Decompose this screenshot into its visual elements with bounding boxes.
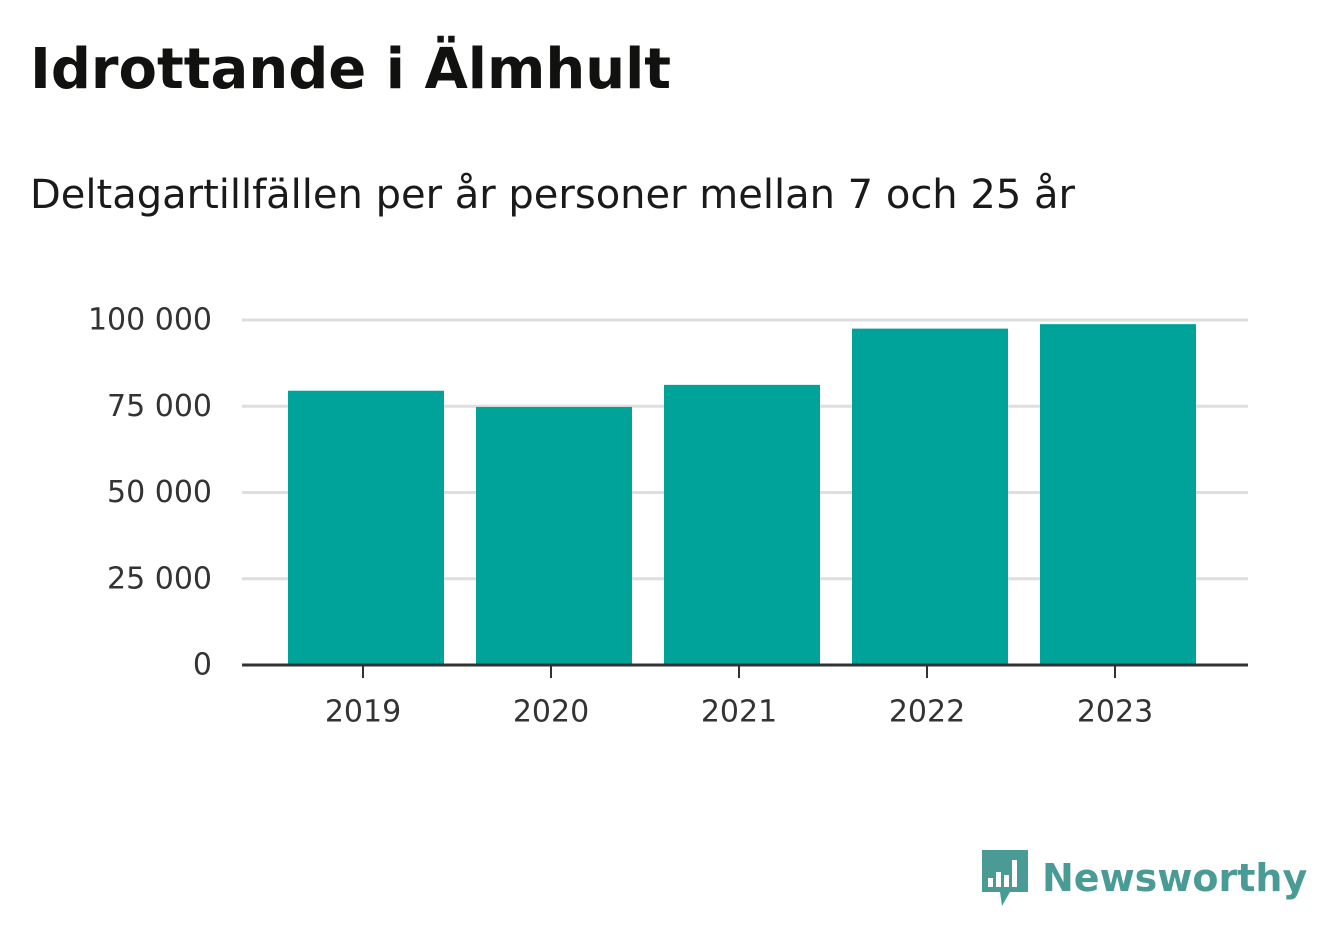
bar bbox=[852, 328, 1008, 665]
x-tick-label: 2019 bbox=[325, 695, 401, 730]
chart-subtitle: Deltagartillfällen per år personer mella… bbox=[30, 172, 1075, 218]
y-tick-label: 100 000 bbox=[88, 303, 212, 338]
y-tick-label: 75 000 bbox=[107, 389, 212, 424]
bar-chart-speech-bubble-icon bbox=[982, 850, 1028, 906]
bar bbox=[476, 406, 632, 665]
bar bbox=[664, 384, 820, 665]
x-tick-label: 2022 bbox=[889, 695, 965, 730]
y-tick-label: 0 bbox=[193, 648, 212, 683]
x-tick-label: 2023 bbox=[1077, 695, 1153, 730]
bar bbox=[1040, 324, 1196, 665]
x-tick-label: 2020 bbox=[513, 695, 589, 730]
chart-title: Idrottande i Älmhult bbox=[30, 37, 672, 102]
newsworthy-logo: Newsworthy bbox=[980, 848, 1307, 908]
y-tick-label: 25 000 bbox=[107, 561, 212, 596]
x-tick-label: 2021 bbox=[701, 695, 777, 730]
y-tick-label: 50 000 bbox=[107, 475, 212, 510]
bar bbox=[288, 390, 444, 665]
brand-name: Newsworthy bbox=[1042, 856, 1308, 900]
